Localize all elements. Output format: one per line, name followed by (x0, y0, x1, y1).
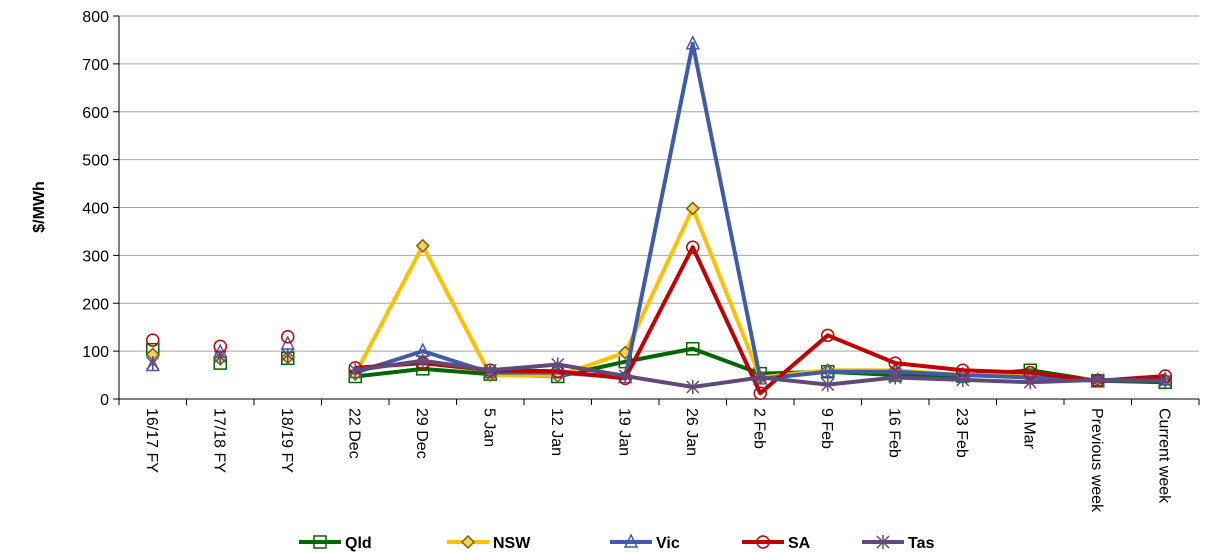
x-tick-label-13: 1 Mar (1020, 408, 1037, 450)
point-sa-11 (888, 356, 902, 370)
point-tas-7 (618, 369, 632, 384)
point-tas-14 (1091, 372, 1105, 387)
legend-item-vic: Vic (610, 533, 680, 552)
x-tick-label-8: 26 Jan (683, 408, 700, 456)
legend-marker (313, 535, 327, 549)
x-tick-label-6: 12 Jan (548, 408, 565, 456)
legend-marker (876, 535, 890, 549)
point-tas-4 (416, 353, 430, 368)
point-tas-5 (483, 363, 497, 378)
legend-label: Tas (908, 535, 934, 552)
y-tick-label-100: 100 (82, 344, 109, 361)
x-tick-label-15: Current week (1155, 408, 1172, 504)
legend: Qld NSW Vic SA Tas (299, 533, 934, 552)
x-tick-label-line: 19 Jan (615, 408, 632, 456)
legend-item-nsw: NSW (447, 534, 531, 552)
point-vic-10 (820, 363, 835, 378)
point-nsw-8 (685, 201, 700, 216)
point-tas-15 (1158, 373, 1172, 388)
legend-label: Qld (345, 535, 372, 552)
x-tick-label-3: 22 Dec (345, 408, 362, 459)
series-vic (145, 35, 1173, 387)
x-tick-label-line: 23 Feb (953, 408, 970, 458)
x-tick-label-line: 5 Jan (480, 408, 497, 447)
point-tas-6 (551, 357, 565, 372)
x-tick-label-14: Previous week (1088, 408, 1105, 513)
x-axis-ticks: 16/17 FY 17/18 FY 18/19 FY 22 Dec 29 Dec 5 Ja… (118, 399, 1200, 513)
y-tick-label-800: 800 (82, 9, 109, 26)
point-vic-0 (145, 356, 160, 372)
x-tick-label-2: 18/19 FY (278, 408, 295, 473)
x-tick-label-line: Current week (1155, 408, 1172, 504)
legend-item-tas: Tas (862, 535, 934, 552)
x-tick-label-line: 17/18 FY (210, 408, 227, 473)
point-tas-11 (888, 370, 902, 385)
point-qld-8 (686, 341, 700, 356)
series-nsw (145, 201, 1173, 387)
x-tick-label-5: 5 Jan (480, 408, 497, 447)
point-sa-8 (686, 240, 700, 254)
legend-label: NSW (493, 535, 531, 552)
series-line-vic (354, 41, 1166, 383)
gridlines (119, 15, 1199, 352)
x-tick-label-line: 16/17 FY (143, 408, 160, 473)
x-tick-label-11: 16 Feb (885, 408, 902, 458)
series-lines (145, 35, 1173, 401)
y-tick-label-600: 600 (82, 105, 109, 122)
point-nsw-4 (415, 238, 430, 253)
point-sa-0 (146, 333, 160, 347)
point-sa-9 (753, 386, 767, 401)
x-tick-label-9: 2 Feb (750, 408, 767, 449)
point-vic-8 (685, 35, 700, 50)
x-tick-label-line: 26 Jan (683, 408, 700, 456)
y-tick-label-200: 200 (82, 296, 109, 313)
y-tick-label-0: 0 (100, 392, 109, 409)
y-axis-ticks: 0 100 200 300 400 500 600 700 800 (82, 9, 119, 409)
x-tick-label-7: 19 Jan (615, 408, 632, 456)
point-tas-13 (1023, 375, 1037, 390)
x-tick-label-line: 9 Feb (818, 408, 835, 449)
point-sa-10 (821, 328, 835, 343)
point-tas-12 (956, 372, 970, 387)
legend-label: SA (788, 535, 811, 552)
x-tick-label-line: 12 Jan (548, 408, 565, 456)
legend-item-qld: Qld (299, 535, 372, 552)
y-tick-label-500: 500 (82, 153, 109, 170)
y-axis-title: $/MWh (31, 181, 48, 233)
x-tick-label-line: 18/19 FY (278, 408, 295, 473)
point-tas-3 (348, 363, 362, 378)
x-tick-label-12: 23 Feb (953, 408, 970, 458)
x-tick-label-line: Previous week (1088, 408, 1105, 513)
point-tas-10 (821, 377, 835, 392)
y-tick-label-300: 300 (82, 248, 109, 265)
point-tas-8 (686, 380, 700, 395)
series-line-nsw (353, 206, 1166, 382)
x-tick-label-line: 29 Dec (413, 408, 430, 459)
point-sa-2 (281, 330, 295, 344)
legend-item-sa: SA (742, 535, 811, 552)
point-tas-1 (213, 349, 227, 364)
x-tick-label-line: 22 Dec (345, 408, 362, 459)
legend-marker (460, 534, 476, 550)
legend-marker (756, 535, 770, 549)
x-tick-label-line: 1 Mar (1020, 408, 1037, 450)
x-tick-label-4: 29 Dec (413, 408, 430, 459)
point-tas-2 (281, 347, 295, 362)
legend-label: Vic (656, 535, 680, 552)
x-tick-label-10: 9 Feb (818, 408, 835, 449)
series-tas (146, 347, 1172, 395)
point-tas-9 (753, 370, 767, 385)
x-tick-label-0: 16/17 FY (143, 408, 160, 473)
x-tick-label-line: 16 Feb (885, 408, 902, 458)
y-tick-label-400: 400 (82, 201, 109, 218)
legend-marker (623, 533, 639, 548)
x-tick-label-line: 2 Feb (750, 408, 767, 449)
y-tick-label-700: 700 (82, 57, 109, 74)
point-tas-0 (146, 356, 160, 371)
x-tick-label-1: 17/18 FY (210, 408, 227, 473)
